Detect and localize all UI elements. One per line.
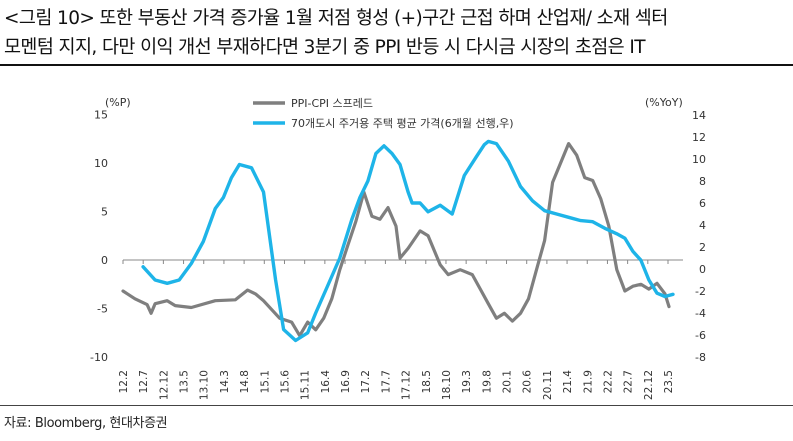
x-tick-label: 20.1 xyxy=(502,370,514,393)
x-tick-label: 19.3 xyxy=(461,370,473,393)
figure-title-line-1: <그림 10> 또한 부동산 가격 증가율 1월 저점 형성 (+)구간 근접 … xyxy=(4,8,668,29)
x-tick-label: 17.7 xyxy=(380,370,392,393)
x-tick-label: 18.5 xyxy=(421,370,433,393)
right-tick-label: 14 xyxy=(692,109,706,122)
x-tick-label: 22.12 xyxy=(643,370,655,400)
right-tick-label: 10 xyxy=(692,153,706,166)
x-tick-label: 23.5 xyxy=(663,370,675,393)
x-tick-label: 12.7 xyxy=(138,370,150,393)
right-tick-label: 4 xyxy=(699,219,706,232)
figure-title: <그림 10> 또한 부동산 가격 증가율 1월 저점 형성 (+)구간 근접 … xyxy=(4,4,790,62)
x-tick-label: 12.12 xyxy=(158,370,170,400)
x-tick-label: 21.9 xyxy=(582,370,594,393)
right-tick-label: -4 xyxy=(695,307,706,320)
x-tick-label: 15.6 xyxy=(279,370,291,394)
x-tick-label: 17.2 xyxy=(360,370,372,393)
figure-title-line-2: 모멘텀 지지, 다만 이익 개선 부재하다면 3분기 중 PPI 반등 시 다시… xyxy=(4,37,646,58)
left-tick-label: 5 xyxy=(101,206,108,219)
right-tick-label: 0 xyxy=(699,263,706,276)
x-tick-label: 13.10 xyxy=(199,370,211,400)
x-tick-label: 17.12 xyxy=(401,370,413,400)
x-tick-label: 14.8 xyxy=(239,370,251,393)
source-divider xyxy=(0,405,793,406)
x-tick-label: 20.6 xyxy=(522,370,534,394)
x-tick-label: 22.2 xyxy=(602,370,614,393)
right-tick-label: -6 xyxy=(695,329,706,342)
left-tick-label: 0 xyxy=(101,254,108,267)
x-tick-label: 19.8 xyxy=(481,370,493,393)
x-tick-label: 13.5 xyxy=(179,370,191,393)
left-tick-label: 15 xyxy=(94,109,108,122)
right-tick-label: 8 xyxy=(699,175,706,188)
x-tick-label: 22.7 xyxy=(623,370,635,393)
right-tick-label: -2 xyxy=(695,285,706,298)
legend-label: PPI-CPI 스프레드 xyxy=(291,97,373,110)
x-tick-label: 18.10 xyxy=(441,370,453,400)
left-axis-title: (%P) xyxy=(105,96,131,109)
x-tick-label: 21.4 xyxy=(562,370,574,394)
left-tick-label: -5 xyxy=(97,303,108,316)
x-tick-label: 12.2 xyxy=(118,370,130,393)
x-tick-label: 14.3 xyxy=(219,370,231,393)
title-divider xyxy=(0,64,793,66)
x-tick-label: 15.11 xyxy=(300,370,312,400)
x-tick-label: 15.1 xyxy=(259,370,271,393)
x-tick-label: 20.11 xyxy=(542,370,554,400)
line-chart: (%P) (%YoY) 15 10 5 0 -5 -10 14 12 10 8 6 4 2 0 -2 -4 -6 -8… xyxy=(90,96,706,400)
right-tick-label: -8 xyxy=(695,351,706,364)
spread-line xyxy=(121,141,671,338)
left-tick-label: 10 xyxy=(94,157,108,170)
x-tick-label: 16.4 xyxy=(320,370,332,394)
housing-price-line xyxy=(141,139,675,343)
left-tick-label: -10 xyxy=(90,351,108,364)
right-axis-title: (%YoY) xyxy=(645,96,683,109)
source-note: 자료: Bloomberg, 현대차증권 xyxy=(4,416,168,431)
right-tick-label: 12 xyxy=(692,131,706,144)
x-tick-label: 16.9 xyxy=(340,370,352,393)
right-tick-label: 6 xyxy=(699,197,706,210)
right-tick-label: 2 xyxy=(699,241,706,254)
legend-label: 70개도시 주거용 주택 평균 가격(6개월 선행,우) xyxy=(291,117,514,130)
